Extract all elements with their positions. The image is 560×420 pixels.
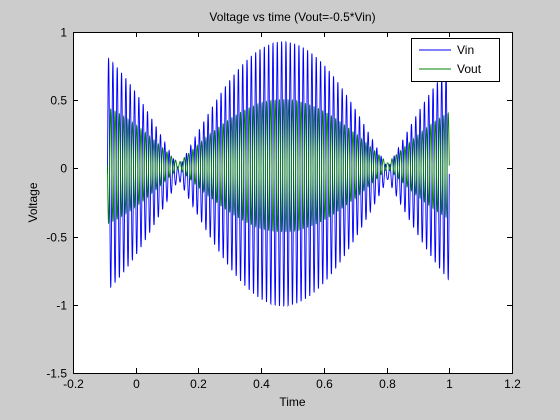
y-axis-label: Voltage xyxy=(26,182,40,222)
legend-label: Vin xyxy=(457,43,474,57)
x-tick-label: -0.2 xyxy=(63,377,84,391)
y-tick-label: -1 xyxy=(56,299,67,313)
x-axis-label: Time xyxy=(279,395,306,409)
x-tick-label: 0.4 xyxy=(253,377,270,391)
y-tick-label: 1 xyxy=(60,26,67,40)
x-tick-label: 1 xyxy=(446,377,453,391)
series-layer xyxy=(107,40,450,308)
x-tick-label: 0.6 xyxy=(316,377,333,391)
legend-box xyxy=(411,38,500,82)
y-tick-label: -1.5 xyxy=(46,367,67,381)
series-vout-line xyxy=(107,98,450,233)
x-tick-label: 0.2 xyxy=(190,377,207,391)
y-tick-label: -0.5 xyxy=(46,231,67,245)
x-tick-label: 0 xyxy=(133,377,140,391)
legend: Vin Vout xyxy=(411,38,500,82)
x-tick-label: 1.2 xyxy=(504,377,521,391)
y-tick-label: 0.5 xyxy=(50,94,67,108)
axes-frame xyxy=(73,32,513,374)
x-tick-label: 0.8 xyxy=(379,377,396,391)
ticks-layer: -0.2 0 0.2 0.4 0.6 0.8 1 1.2 -1.5 -1 -0.5 0 0.5 1 xyxy=(46,26,521,392)
y-tick-label: 0 xyxy=(60,162,67,176)
chart-title: Voltage vs time (Vout=-0.5*Vin) xyxy=(209,10,375,24)
legend-label: Vout xyxy=(457,62,482,76)
